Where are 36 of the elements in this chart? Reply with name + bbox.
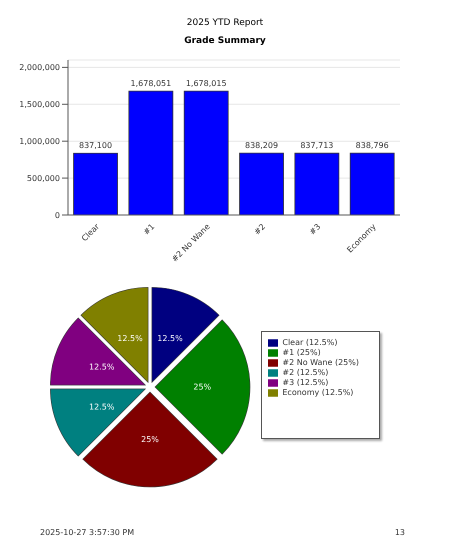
- text: 2025-10-27 3:57:30 PM: [40, 528, 134, 537]
- bar: [294, 152, 340, 215]
- data-label: 838,209: [244, 141, 278, 150]
- data-label: 837,100: [78, 141, 112, 150]
- data-label: 1,678,015: [186, 79, 227, 88]
- y-tick-label: 500,000: [26, 174, 60, 183]
- data-label: 838,796: [356, 141, 389, 150]
- data-label: 25%: [141, 434, 160, 444]
- legend-label: #1 (25%): [282, 348, 321, 358]
- chart-subtitle: Grade Summary: [183, 36, 267, 46]
- x-tick-label: #1: [142, 222, 156, 237]
- data-label: 1,678,051: [130, 79, 172, 88]
- bar: [184, 90, 229, 215]
- legend-label: #2 No Wane (25%): [282, 358, 359, 368]
- y-tick-label: 1,000,000: [19, 137, 60, 146]
- legend-label: #3 (12.5%): [282, 378, 328, 388]
- legend-label: Economy (12.5%): [282, 388, 354, 398]
- bar: [350, 152, 395, 215]
- chart-title: 2025 YTD Report: [186, 18, 264, 28]
- text: 13: [394, 528, 405, 537]
- data-label: 25%: [193, 382, 212, 392]
- data-label: 12.5%: [157, 334, 184, 344]
- x-tick-label: #3: [308, 222, 322, 237]
- data-label: 12.5%: [117, 334, 144, 344]
- legend-label: Clear (12.5%): [282, 338, 338, 348]
- data-label: 12.5%: [89, 402, 115, 412]
- bar: [239, 152, 284, 215]
- data-label: 12.5%: [89, 362, 115, 372]
- data-label: 837,713: [300, 141, 334, 150]
- y-tick-label: 2,000,000: [19, 63, 60, 72]
- legend-label: #2 (12.5%): [282, 368, 328, 378]
- bar: [73, 152, 118, 215]
- y-tick-label: 1,500,000: [19, 100, 60, 110]
- y-tick-label: 0: [54, 210, 60, 220]
- bar: [128, 90, 174, 215]
- x-tick-label: #2: [252, 222, 268, 237]
